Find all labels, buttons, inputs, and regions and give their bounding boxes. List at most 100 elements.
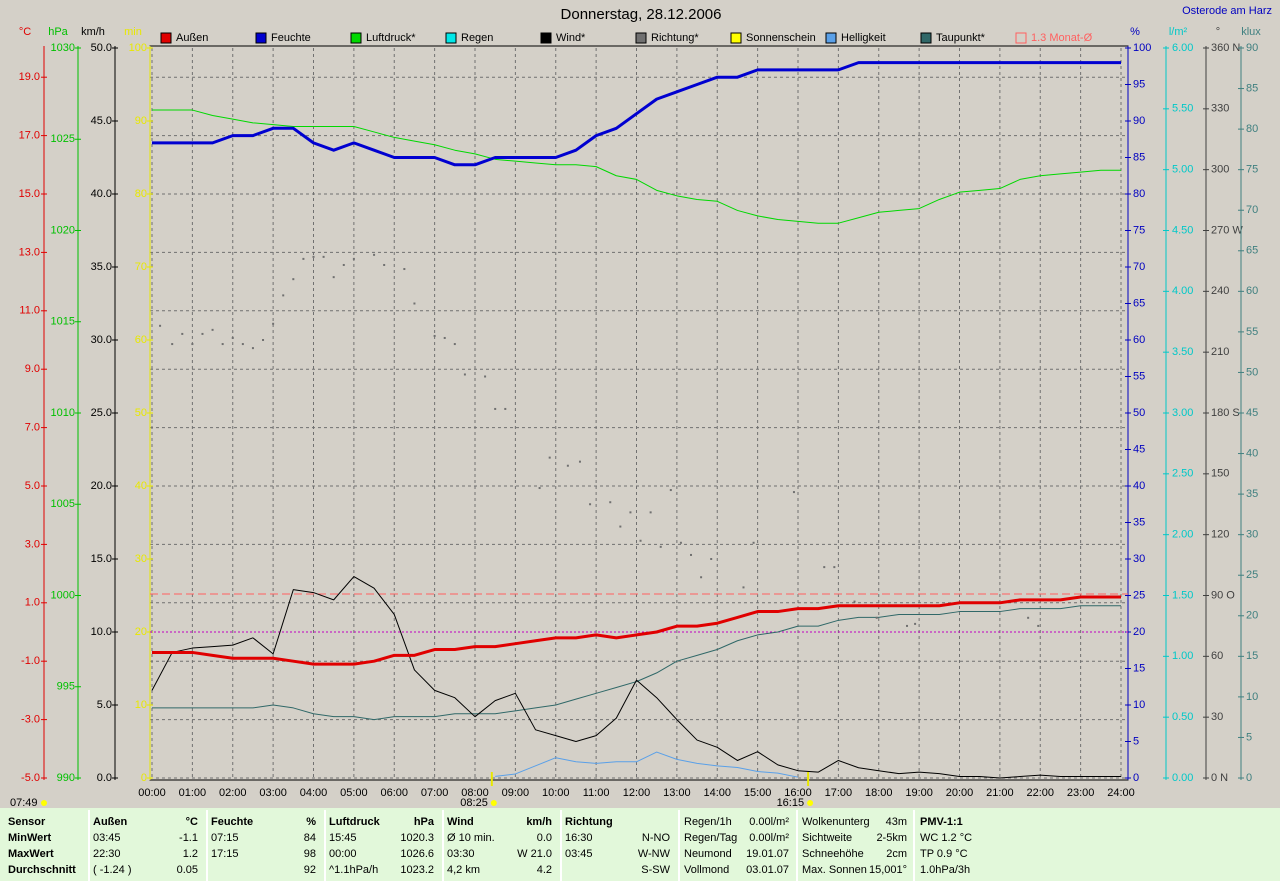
y-tick-label: 100 bbox=[129, 42, 147, 54]
block-title: Feuchte bbox=[211, 816, 253, 828]
direction-point bbox=[742, 586, 745, 589]
cell-value: 1026.6 bbox=[400, 848, 434, 860]
row-label: Sensor bbox=[8, 816, 46, 828]
x-tick-label: 11:00 bbox=[583, 787, 610, 799]
direction-point bbox=[629, 511, 632, 514]
direction-point bbox=[302, 257, 305, 260]
x-tick-label: 22:00 bbox=[1026, 787, 1054, 799]
sun-icon bbox=[807, 800, 814, 806]
y-tick-label: 300 bbox=[1211, 164, 1229, 176]
direction-point bbox=[159, 324, 162, 327]
y-tick-label: 60 bbox=[1211, 650, 1223, 662]
cell-text: 03:45 bbox=[565, 848, 593, 860]
direction-point bbox=[639, 539, 642, 542]
cell-value: S-SW bbox=[641, 864, 670, 876]
y-tick-label: 11.0 bbox=[19, 305, 40, 317]
cell-value: 98 bbox=[304, 848, 316, 860]
cell-text: ( -1.24 ) bbox=[93, 864, 132, 876]
direction-point bbox=[566, 464, 569, 467]
y-tick-label: 270 W bbox=[1211, 224, 1243, 236]
y-tick-label: 30 bbox=[135, 553, 147, 565]
direction-point bbox=[649, 511, 652, 514]
y-tick-label: 360 N bbox=[1211, 42, 1240, 54]
cell-text: 22:30 bbox=[93, 848, 121, 860]
axis-unit: % bbox=[1130, 26, 1140, 38]
y-tick-label: 3.50 bbox=[1172, 346, 1193, 358]
direction-point bbox=[211, 328, 214, 331]
y-tick-label: 180 S bbox=[1211, 407, 1240, 419]
info-value: 2-5km bbox=[876, 832, 907, 844]
y-tick-label: 30.0 bbox=[91, 334, 112, 346]
series-line bbox=[152, 109, 1121, 224]
block-unit: °C bbox=[186, 816, 198, 828]
legend-swatch bbox=[160, 32, 172, 44]
x-tick-label: 15:00 bbox=[744, 787, 772, 799]
x-tick-label: 14:00 bbox=[703, 787, 731, 799]
block-unit: % bbox=[306, 816, 316, 828]
y-tick-label: 240 bbox=[1211, 285, 1229, 297]
y-tick-label: 1025 bbox=[51, 133, 75, 145]
direction-point bbox=[700, 576, 703, 579]
chart-title: Donnerstag, 28.12.2006 bbox=[561, 6, 722, 23]
legend-label: Sonnenschein bbox=[746, 32, 816, 44]
legend-swatch bbox=[1015, 32, 1027, 44]
direction-point bbox=[659, 545, 662, 548]
direction-point bbox=[373, 253, 376, 256]
direction-point bbox=[690, 553, 693, 556]
direction-point bbox=[875, 616, 878, 619]
legend-swatch bbox=[825, 32, 837, 44]
legend-label: Regen bbox=[461, 32, 493, 44]
direction-point bbox=[823, 566, 826, 569]
cell-value: 0.0 bbox=[537, 832, 552, 844]
y-tick-label: 13.0 bbox=[19, 246, 40, 258]
direction-point bbox=[1037, 624, 1040, 627]
x-tick-label: 18:00 bbox=[865, 787, 893, 799]
direction-point bbox=[679, 541, 682, 544]
info-value: 15,001° bbox=[869, 864, 907, 876]
x-tick-label: 21:00 bbox=[986, 787, 1014, 799]
direction-point bbox=[578, 460, 581, 463]
direction-point bbox=[262, 339, 265, 341]
y-tick-label: 10 bbox=[135, 699, 147, 711]
y-tick-label: 95 bbox=[1133, 78, 1145, 90]
y-tick-label: 35 bbox=[1246, 488, 1258, 500]
info-value: 43m bbox=[886, 816, 907, 828]
y-tick-label: 10.0 bbox=[91, 626, 112, 638]
info-value: 03.01.07 bbox=[746, 864, 789, 876]
y-tick-label: 1020 bbox=[51, 224, 75, 236]
y-tick-label: 75 bbox=[1246, 164, 1258, 176]
pmv-text: 1.0hPa/3h bbox=[920, 864, 970, 876]
y-tick-label: 65 bbox=[1246, 245, 1258, 257]
y-tick-label: 100 bbox=[1133, 42, 1151, 54]
direction-point bbox=[484, 375, 487, 378]
y-tick-label: 45 bbox=[1133, 443, 1145, 455]
legend-swatch bbox=[920, 32, 932, 44]
info-label: Vollmond bbox=[684, 864, 729, 876]
y-tick-label: 990 bbox=[57, 772, 75, 784]
direction-point bbox=[171, 343, 174, 346]
y-tick-label: 3.0 bbox=[25, 538, 40, 550]
y-tick-label: 7.0 bbox=[25, 422, 40, 434]
direction-point bbox=[453, 343, 456, 346]
direction-point bbox=[433, 334, 436, 337]
direction-point bbox=[241, 343, 244, 346]
y-tick-label: 35.0 bbox=[91, 261, 112, 273]
y-tick-label: 1015 bbox=[51, 316, 75, 328]
direction-point bbox=[443, 336, 446, 339]
cell-value: 4.2 bbox=[537, 864, 552, 876]
y-tick-label: 9.0 bbox=[25, 363, 40, 375]
y-tick-label: 50 bbox=[1246, 366, 1258, 378]
y-tick-label: 55 bbox=[1133, 370, 1145, 382]
direction-point bbox=[383, 263, 386, 266]
y-tick-label: 70 bbox=[135, 261, 147, 273]
cell-text: 15:45 bbox=[329, 832, 357, 844]
y-tick-label: 0.0 bbox=[97, 772, 112, 784]
direction-point bbox=[403, 268, 406, 271]
direction-point bbox=[312, 255, 315, 258]
series-line bbox=[152, 61, 1121, 167]
legend-label: Feuchte bbox=[271, 32, 311, 44]
legend-label: Helligkeit bbox=[841, 32, 886, 44]
y-tick-label: 15 bbox=[1133, 662, 1145, 674]
